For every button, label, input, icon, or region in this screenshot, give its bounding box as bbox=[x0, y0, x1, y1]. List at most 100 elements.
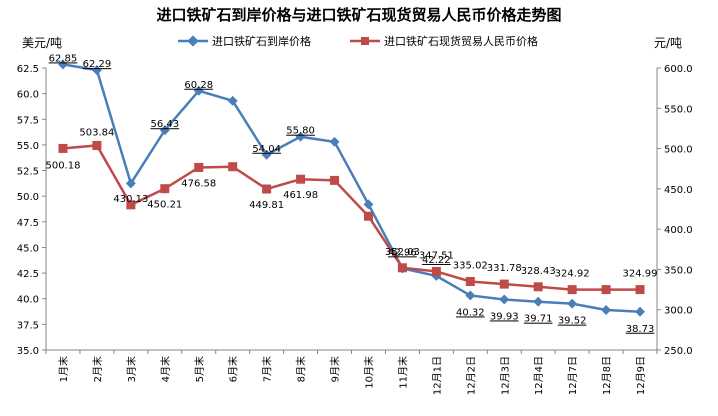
x-tick-label: 4月末 bbox=[159, 356, 172, 382]
x-tick-label: 11月末 bbox=[396, 356, 409, 389]
series-1-point bbox=[330, 175, 340, 185]
series-0-data-label: 38.73 bbox=[626, 324, 655, 335]
series-0-point bbox=[91, 65, 102, 76]
left-tick-label: 62.5 bbox=[17, 64, 39, 75]
legend-item-1: 进口铁矿石现货贸易人民币价格 bbox=[350, 34, 538, 48]
series-1-data-label: 500.18 bbox=[45, 160, 80, 171]
series-1-data-label: 352.03 bbox=[385, 247, 420, 258]
left-tick-label: 42.5 bbox=[17, 269, 39, 280]
right-tick-label: 600.0 bbox=[664, 64, 693, 75]
left-tick-label: 50.0 bbox=[17, 192, 39, 203]
series-1-point bbox=[601, 285, 611, 295]
x-tick-label: 12月9日 bbox=[635, 356, 647, 395]
x-tick-label: 10月末 bbox=[362, 356, 375, 389]
series-0-point bbox=[125, 178, 136, 189]
legend-label-1: 进口铁矿石现货贸易人民币价格 bbox=[384, 34, 538, 48]
left-tick-label: 52.5 bbox=[17, 167, 39, 178]
left-tick-label: 37.5 bbox=[17, 320, 39, 331]
series-0-data-label: 42.22 bbox=[422, 255, 451, 266]
series-0-point bbox=[329, 136, 340, 147]
series-1-point bbox=[126, 200, 136, 210]
series-0-point bbox=[227, 95, 238, 106]
series-1-data-label: 503.84 bbox=[79, 127, 114, 138]
series-1-point bbox=[431, 266, 441, 276]
series-0-point bbox=[58, 59, 68, 70]
legend-marker-0 bbox=[187, 35, 199, 47]
series-line-1 bbox=[62, 144, 641, 291]
series-1-data-label: 430.13 bbox=[113, 194, 148, 205]
left-axis-unit: 美元/吨 bbox=[22, 36, 62, 50]
x-tick-label: 5月末 bbox=[193, 356, 206, 382]
series-1-data-label: 331.78 bbox=[487, 263, 522, 274]
series-1-point bbox=[635, 285, 645, 295]
series-1-point bbox=[397, 263, 407, 273]
series-0-point bbox=[465, 290, 476, 301]
x-tick-label: 12月1日 bbox=[431, 356, 443, 395]
series-1-point bbox=[465, 276, 475, 286]
right-tick-label: 500.0 bbox=[664, 145, 693, 156]
right-tick-label: 350.0 bbox=[664, 265, 693, 276]
left-tick-label: 57.5 bbox=[17, 115, 39, 126]
right-tick-label: 250.0 bbox=[664, 346, 693, 357]
series-0-data-label: 56.43 bbox=[150, 119, 179, 130]
series-1-point bbox=[92, 140, 102, 150]
series-0-data-label: 55.80 bbox=[286, 126, 315, 137]
x-tick-label: 3月末 bbox=[125, 356, 138, 382]
legend-label-0: 进口铁矿石到岸价格 bbox=[212, 34, 311, 48]
x-tick-label: 7月末 bbox=[261, 356, 274, 382]
legend: 进口铁矿石到岸价格 进口铁矿石现货贸易人民币价格 bbox=[178, 34, 538, 48]
series-0-data-label: 39.93 bbox=[490, 311, 519, 322]
right-tick-label: 450.0 bbox=[664, 185, 693, 196]
series-0-point bbox=[635, 306, 645, 317]
left-tick-label: 60.0 bbox=[17, 90, 39, 101]
series-1-data-label: 328.43 bbox=[521, 266, 556, 277]
series-0-data-label: 40.32 bbox=[456, 307, 485, 318]
x-tick-label: 12月3日 bbox=[499, 356, 511, 395]
series-0-point bbox=[159, 125, 170, 136]
x-tick-label: 8月末 bbox=[295, 356, 308, 382]
series-0-point bbox=[261, 149, 272, 160]
legend-item-0: 进口铁矿石到岸价格 bbox=[178, 34, 311, 48]
series-1-point bbox=[499, 279, 509, 289]
series-line-0 bbox=[62, 63, 641, 313]
series-0-point bbox=[363, 199, 374, 210]
series-0-data-label: 39.71 bbox=[524, 314, 553, 325]
series-0-point bbox=[499, 294, 510, 305]
series-1-point bbox=[363, 211, 373, 221]
series-0-point bbox=[601, 305, 612, 315]
series-0-point bbox=[295, 131, 306, 142]
series-0-data-label: 54.04 bbox=[252, 144, 281, 155]
left-tick-label: 40.0 bbox=[17, 295, 39, 306]
plot-area: 35.0 37.5 40.0 42.5 45.0 47.5 50.0 52.5 55.0 57.5… bbox=[17, 53, 693, 395]
right-tick-label: 550.0 bbox=[664, 104, 693, 115]
left-tick-label: 55.0 bbox=[17, 141, 39, 152]
legend-marker-1 bbox=[361, 37, 369, 45]
series-1-data-label: 449.81 bbox=[249, 200, 284, 211]
series-1-data-label: 347.51 bbox=[419, 250, 454, 261]
left-tick-label: 45.0 bbox=[17, 243, 39, 254]
series-1-point bbox=[567, 285, 577, 295]
series-1-point bbox=[262, 184, 272, 194]
series-0-data-label: 62.85 bbox=[49, 53, 78, 64]
series-0-data-label: 62.29 bbox=[83, 59, 112, 70]
right-axis-unit: 元/吨 bbox=[654, 36, 682, 50]
series-0-data-label: 60.28 bbox=[184, 80, 213, 91]
x-tick-label: 12月4日 bbox=[533, 356, 545, 395]
series-1-data-label: 461.98 bbox=[283, 190, 318, 201]
series-0-point bbox=[533, 296, 544, 307]
series-1-point bbox=[296, 174, 306, 184]
series-1-point bbox=[194, 162, 204, 172]
series-1-data-label: 324.92 bbox=[555, 269, 590, 280]
series-1-point bbox=[160, 184, 170, 194]
x-tick-label: 2月末 bbox=[91, 356, 104, 382]
x-tick-label: 12月8日 bbox=[601, 356, 613, 395]
x-tick-label: 12月2日 bbox=[465, 356, 477, 395]
series-0-data-label: 39.52 bbox=[558, 316, 587, 327]
x-tick-label: 12月7日 bbox=[567, 356, 579, 395]
series-0-point bbox=[193, 85, 204, 96]
left-tick-label: 35.0 bbox=[17, 346, 39, 357]
x-tick-label: 1月末 bbox=[57, 356, 70, 382]
series-1-point bbox=[533, 282, 543, 292]
